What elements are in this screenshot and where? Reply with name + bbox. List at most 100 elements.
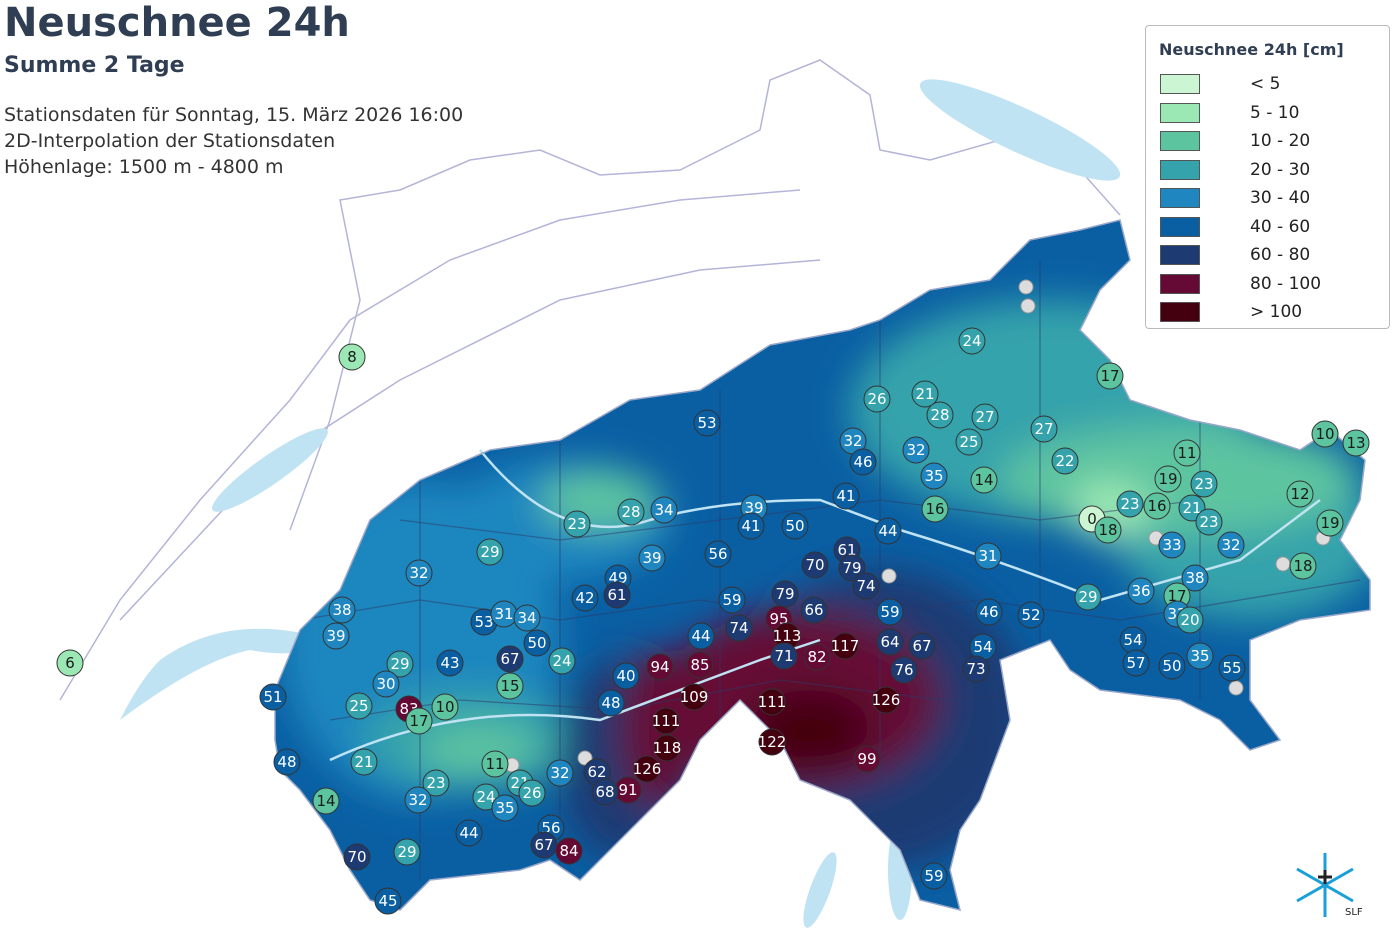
station-marker: [591, 778, 619, 806]
station-marker: [405, 707, 433, 735]
station-value: 11: [485, 755, 504, 773]
station-marker: [975, 598, 1003, 626]
legend-item: < 5: [1160, 74, 1380, 94]
station-value: 44: [878, 522, 897, 540]
station-marker: [1154, 465, 1182, 493]
station-value: 15: [500, 677, 519, 695]
station-value: 71: [774, 647, 793, 665]
station-marker: [513, 604, 541, 632]
station-value: 59: [722, 591, 741, 609]
station-marker: [704, 540, 732, 568]
station-marker: [646, 653, 674, 681]
station-value: 40: [616, 667, 635, 685]
station-value: 50: [527, 634, 546, 652]
station-marker: [1195, 508, 1223, 536]
station-value: 82: [807, 648, 826, 666]
station-value: 36: [1131, 582, 1150, 600]
station-value: 64: [880, 633, 899, 651]
station-value: 16: [925, 500, 944, 518]
station-value: 54: [1123, 631, 1142, 649]
legend-swatch: [1160, 216, 1200, 237]
legend-item: 5 - 10: [1160, 102, 1380, 123]
station-marker: [496, 645, 524, 673]
legend-swatch: [1160, 131, 1200, 151]
legend-item: 40 - 60: [1160, 216, 1380, 237]
station-marker: [926, 401, 954, 429]
station-value: 21: [915, 385, 934, 403]
station-marker: [496, 672, 524, 700]
station-value: 66: [804, 601, 823, 619]
station-marker: [832, 482, 860, 510]
station-value: 33: [1162, 536, 1181, 554]
station-value: 26: [867, 390, 886, 408]
station-marker: [693, 409, 721, 437]
station-marker: [921, 495, 949, 523]
station-value: 54: [973, 638, 992, 656]
station-value: 22: [1055, 452, 1074, 470]
station-value: 21: [354, 753, 373, 771]
station-no-data: [577, 750, 593, 766]
station-marker: [908, 632, 936, 660]
station-value: 79: [842, 559, 861, 577]
station-marker: [1342, 429, 1370, 457]
station-value: 14: [316, 792, 335, 810]
station-marker: [872, 686, 900, 714]
station-value: 67: [500, 650, 519, 668]
station-value: 94: [650, 658, 669, 676]
station-value: 67: [912, 637, 931, 655]
station-marker: [758, 688, 786, 716]
station-value: 35: [924, 467, 943, 485]
legend-item: 10 - 20: [1160, 131, 1380, 151]
legend-label: 20 - 30: [1250, 159, 1311, 180]
station-marker: [405, 559, 433, 587]
station-marker: [350, 748, 378, 776]
legend-title: Neuschnee 24h [cm]: [1159, 40, 1344, 59]
station-marker: [386, 650, 414, 678]
legend-swatch: [1160, 273, 1200, 294]
station-marker: [962, 655, 990, 683]
station-value: 19: [1158, 470, 1177, 488]
station-value: 24: [476, 788, 495, 806]
station-marker: [1181, 564, 1209, 592]
station-value: 126: [872, 691, 901, 709]
station-value: 74: [729, 619, 748, 637]
logo-text: SLF: [1345, 907, 1363, 918]
station-value: 24: [552, 652, 571, 670]
station-marker: [345, 692, 373, 720]
station-value: 23: [1194, 475, 1213, 493]
station-value: 28: [930, 406, 949, 424]
legend-label: 80 - 100: [1250, 273, 1322, 294]
station-marker: [974, 542, 1002, 570]
station-marker: [920, 862, 948, 890]
station-value: 45: [378, 892, 397, 910]
station-value: 53: [697, 414, 716, 432]
station-value: 28: [621, 503, 640, 521]
station-marker: [902, 436, 930, 464]
station-value: 70: [805, 556, 824, 574]
station-marker: [1127, 577, 1155, 605]
station-marker: [1116, 490, 1144, 518]
station-value: 76: [894, 661, 913, 679]
station-marker: [770, 642, 798, 670]
station-value: 52: [1021, 606, 1040, 624]
station-marker: [800, 596, 828, 624]
station-value: 32: [409, 564, 428, 582]
station-value: 32: [843, 432, 862, 450]
station-marker: [571, 584, 599, 612]
station-marker: [849, 448, 877, 476]
station-value: 41: [836, 487, 855, 505]
station-marker: [1051, 447, 1079, 475]
station-value: 23: [1199, 513, 1218, 531]
legend: Neuschnee 24h [cm] < 5 5 - 10 10 - 20 20 - …: [1145, 25, 1390, 329]
station-marker: [612, 662, 640, 690]
station-marker: [546, 759, 574, 787]
station-value: 17: [1167, 587, 1186, 605]
station-value: 48: [601, 694, 620, 712]
station-marker: [481, 750, 509, 778]
legend-swatch: [1160, 188, 1200, 208]
station-marker: [853, 745, 881, 773]
station-marker: [518, 779, 546, 807]
station-marker: [1173, 439, 1201, 467]
station-marker: [372, 670, 400, 698]
